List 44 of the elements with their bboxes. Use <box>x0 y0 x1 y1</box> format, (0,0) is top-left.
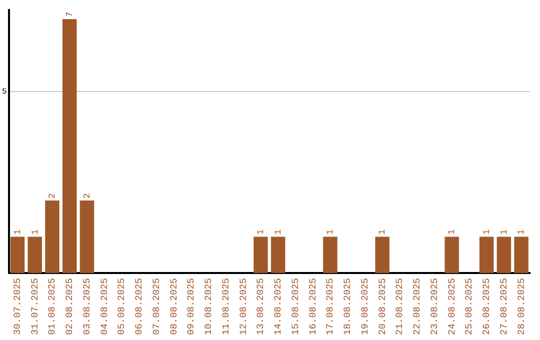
x-tick-label: 17.08.2025 <box>324 278 336 336</box>
x-tick-label: 05.08.2025 <box>116 278 128 336</box>
data-label: 2 <box>82 193 92 198</box>
x-tick-label: 18.08.2025 <box>342 278 354 336</box>
x-tick-label: 20.08.2025 <box>376 278 388 336</box>
data-label: 1 <box>12 229 23 235</box>
data-label: 2 <box>48 193 58 198</box>
x-tick-label: 12.08.2025 <box>238 278 249 336</box>
y-tick-label: 5 <box>2 88 7 97</box>
data-label: 1 <box>30 229 40 235</box>
x-tick-label: 19.08.2025 <box>359 278 370 336</box>
x-tick-label: 08.08.2025 <box>168 278 180 336</box>
x-tick-label: 24.08.2025 <box>446 278 458 336</box>
x-tick-label: 27.08.2025 <box>498 278 510 336</box>
x-tick-label: 03.08.2025 <box>81 278 92 336</box>
x-tick-label: 13.08.2025 <box>255 278 266 336</box>
x-tick-label: 16.08.2025 <box>307 278 318 336</box>
x-tick-label: 30.07.2025 <box>12 278 24 336</box>
data-label: 1 <box>378 229 388 235</box>
x-tick-label: 21.08.2025 <box>394 278 406 336</box>
x-tick-label: 15.08.2025 <box>290 278 301 336</box>
data-label: 1 <box>273 229 284 235</box>
data-label: 1 <box>499 229 510 235</box>
x-tick-label: 26.08.2025 <box>481 278 492 336</box>
data-label: 1 <box>482 229 492 235</box>
x-tick-label: 04.08.2025 <box>98 278 110 336</box>
x-tick-label: 02.08.2025 <box>64 278 76 336</box>
x-tick-label: 31.07.2025 <box>29 278 40 336</box>
x-tick-label: 07.08.2025 <box>150 278 162 336</box>
x-tick-label: 06.08.2025 <box>134 278 145 336</box>
x-tick-label: 09.08.2025 <box>186 278 197 336</box>
x-tick-label: 23.08.2025 <box>428 278 440 336</box>
x-tick-label: 22.08.2025 <box>412 278 423 336</box>
data-label: 1 <box>256 229 266 235</box>
x-tick-label: 11.08.2025 <box>220 278 232 336</box>
x-tick-label: 14.08.2025 <box>272 278 284 336</box>
data-label: 1 <box>516 229 527 235</box>
data-label: 1 <box>326 229 336 235</box>
x-tick-label: 25.08.2025 <box>464 278 475 336</box>
data-label: 7 <box>65 12 75 18</box>
x-tick-label: 01.08.2025 <box>46 278 58 336</box>
x-tick-label: 10.08.2025 <box>203 278 214 336</box>
x-tick-label: 28.08.2025 <box>516 278 527 336</box>
data-label: 1 <box>447 229 458 235</box>
